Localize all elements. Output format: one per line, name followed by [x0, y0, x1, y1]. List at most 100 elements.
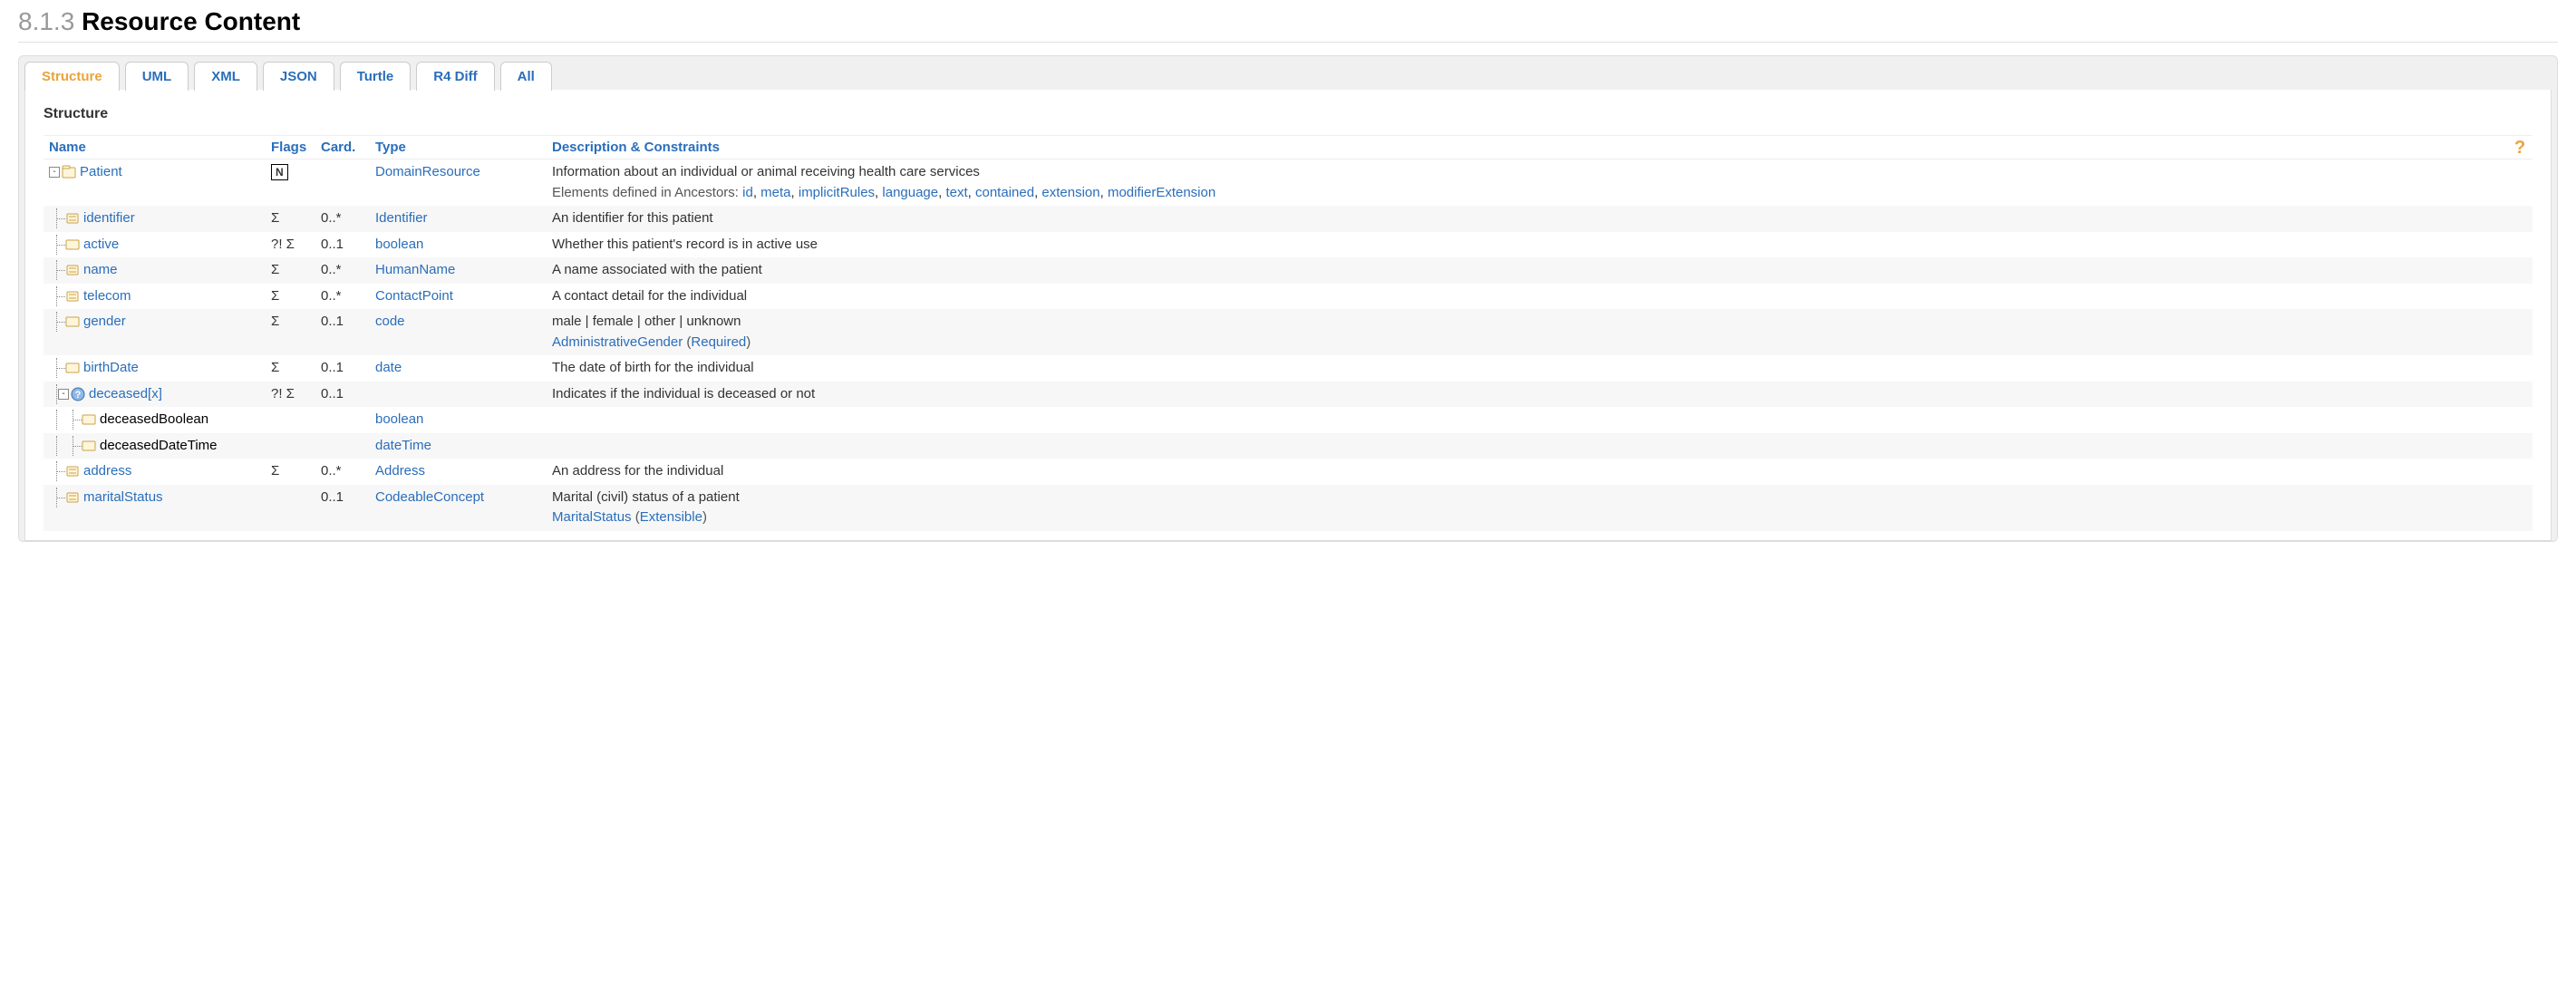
card-cell: 0..* — [315, 284, 370, 310]
type-cell: code — [370, 309, 547, 355]
tab-r4-diff[interactable]: R4 Diff — [416, 62, 494, 91]
type-link[interactable]: HumanName — [375, 262, 455, 277]
card-cell — [315, 407, 370, 433]
type-link[interactable]: Identifier — [375, 210, 428, 226]
type-link[interactable]: boolean — [375, 411, 423, 427]
tree-tee — [49, 260, 65, 280]
ancestor-link[interactable]: meta — [760, 185, 790, 200]
table-row: maritalStatus 0..1 CodeableConcept Marital … — [44, 485, 2532, 531]
element-name[interactable]: address — [83, 463, 131, 478]
ancestor-link[interactable]: text — [945, 185, 967, 200]
flags-cell — [266, 485, 315, 531]
description-text: Marital (civil) status of a patient — [552, 489, 740, 505]
col-card-header[interactable]: Card. — [315, 136, 370, 160]
tree-line — [49, 410, 65, 430]
element-name[interactable]: gender — [83, 314, 126, 329]
element-name[interactable]: Patient — [80, 164, 122, 179]
description-text: A contact detail for the individual — [552, 288, 747, 304]
tab-turtle[interactable]: Turtle — [340, 62, 412, 91]
divider — [18, 42, 2558, 43]
ancestor-link[interactable]: modifierExtension — [1108, 185, 1215, 200]
type-link[interactable]: CodeableConcept — [375, 489, 484, 505]
desc-cell: An identifier for this patient — [547, 206, 2532, 232]
tab-structure[interactable]: Structure — [24, 62, 120, 91]
tree-tee — [49, 312, 65, 332]
table-row: birthDateΣ0..1dateThe date of birth for … — [44, 355, 2532, 382]
ancestor-link[interactable]: language — [882, 185, 938, 200]
flags-cell: ?! Σ — [266, 232, 315, 258]
section-heading: 8.1.3 Resource Content — [18, 7, 2558, 36]
desc-cell — [547, 407, 2532, 433]
desc-cell: A name associated with the patient — [547, 257, 2532, 284]
card-cell: 0..1 — [315, 485, 370, 531]
table-row: addressΣ0..*AddressAn address for the in… — [44, 459, 2532, 485]
primitive-icon — [82, 440, 96, 451]
desc-cell: Indicates if the individual is deceased … — [547, 382, 2532, 408]
tab-xml[interactable]: XML — [194, 62, 257, 91]
desc-cell: An address for the individual — [547, 459, 2532, 485]
binding-link[interactable]: AdministrativeGender — [552, 334, 683, 350]
card-cell: 0..1 — [315, 232, 370, 258]
tree-tee — [49, 235, 65, 255]
binding-link[interactable]: MaritalStatus — [552, 509, 632, 525]
col-name-header[interactable]: Name — [44, 136, 266, 160]
description-text: A name associated with the patient — [552, 262, 762, 277]
description-text: The date of birth for the individual — [552, 360, 754, 375]
description-text: Information about an individual or anima… — [552, 164, 980, 179]
type-link[interactable]: dateTime — [375, 438, 431, 453]
type-cell: DomainResource — [370, 160, 547, 207]
table-row: identifierΣ0..*IdentifierAn identifier f… — [44, 206, 2532, 232]
tab-strip: StructureUMLXMLJSONTurtleR4 DiffAll — [24, 62, 2552, 91]
flags-cell: Σ — [266, 206, 315, 232]
tree-tee — [49, 286, 65, 306]
choice-icon: ? — [71, 387, 85, 401]
desc-cell: A contact detail for the individual — [547, 284, 2532, 310]
card-cell — [315, 433, 370, 459]
element-name[interactable]: identifier — [83, 210, 135, 226]
col-type-header[interactable]: Type — [370, 136, 547, 160]
element-name[interactable]: deceased[x] — [89, 386, 162, 401]
element-name[interactable]: name — [83, 262, 118, 277]
svg-text:?: ? — [75, 390, 82, 401]
element-name[interactable]: maritalStatus — [83, 489, 163, 505]
tab-uml[interactable]: UML — [125, 62, 189, 91]
table-row: nameΣ0..*HumanNameA name associated with… — [44, 257, 2532, 284]
expand-toggle[interactable]: - — [58, 389, 69, 400]
element-name[interactable]: telecom — [83, 288, 131, 304]
help-icon[interactable]: ? — [2514, 138, 2529, 156]
type-cell: boolean — [370, 232, 547, 258]
element-name: deceasedBoolean — [100, 411, 208, 427]
expand-toggle[interactable]: - — [49, 167, 60, 178]
flags-cell: N — [266, 160, 315, 207]
type-link[interactable]: DomainResource — [375, 164, 480, 179]
tab-json[interactable]: JSON — [263, 62, 334, 91]
tab-container: StructureUMLXMLJSONTurtleR4 DiffAll Stru… — [18, 55, 2558, 542]
table-header-row: Name Flags Card. Type Description & Cons… — [44, 136, 2532, 160]
card-cell: 0..1 — [315, 309, 370, 355]
type-link[interactable]: ContactPoint — [375, 288, 453, 304]
type-link[interactable]: Address — [375, 463, 425, 478]
element-name[interactable]: birthDate — [83, 360, 139, 375]
col-desc-header[interactable]: Description & Constraints ? — [547, 136, 2532, 160]
datatype-icon — [65, 263, 80, 277]
flags-cell: ?! Σ — [266, 382, 315, 408]
type-link[interactable]: code — [375, 314, 405, 329]
ancestor-link[interactable]: contained — [975, 185, 1034, 200]
table-row: - Patient N DomainResource Information about… — [44, 160, 2532, 207]
binding-strength: (Required) — [686, 334, 751, 350]
structure-table: Name Flags Card. Type Description & Cons… — [44, 135, 2532, 531]
ancestor-link[interactable]: extension — [1041, 185, 1099, 200]
ancestor-link[interactable]: implicitRules — [799, 185, 875, 200]
type-link[interactable]: boolean — [375, 237, 423, 252]
col-flags-header[interactable]: Flags — [266, 136, 315, 160]
datatype-icon — [65, 490, 80, 505]
type-link[interactable]: date — [375, 360, 402, 375]
tab-all[interactable]: All — [500, 62, 552, 91]
type-cell: ContactPoint — [370, 284, 547, 310]
tree-tee — [65, 410, 82, 430]
ancestor-link[interactable]: id — [742, 185, 753, 200]
element-name[interactable]: active — [83, 237, 119, 252]
type-cell: Identifier — [370, 206, 547, 232]
flag-normative[interactable]: N — [271, 164, 288, 180]
desc-cell: Whether this patient's record is in acti… — [547, 232, 2532, 258]
